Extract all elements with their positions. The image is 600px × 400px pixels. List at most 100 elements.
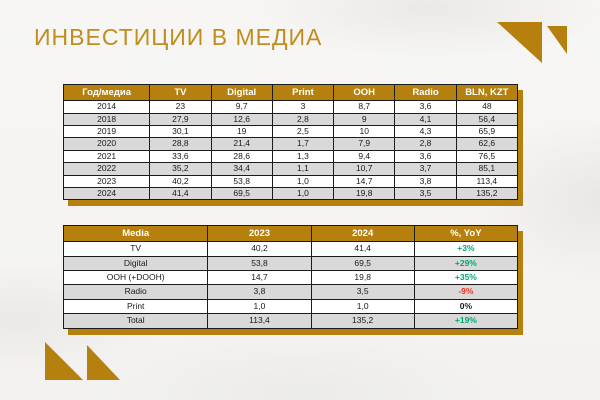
table-cell: 19,8 xyxy=(310,270,415,286)
logo-top-right-icon xyxy=(497,22,567,63)
yoy-change-cell: +29% xyxy=(413,255,519,272)
table-cell: 40,2 xyxy=(149,174,212,188)
column-header: %, YoY xyxy=(413,224,519,243)
table-row: 2018 27,9 12,6 2,8 9 4,1 56,4 xyxy=(62,112,519,127)
table-cell: 14,7 xyxy=(207,270,312,286)
table-cell: 62,6 xyxy=(455,137,519,151)
yoy-change-cell: +3% xyxy=(413,241,519,257)
table-row: 2024 41,4 69,5 1,0 19,8 3,5 135,2 xyxy=(62,186,519,201)
table-row: TV 40,2 41,4 +3% xyxy=(62,241,519,257)
table-cell: 56,4 xyxy=(455,112,519,127)
column-header: Digital xyxy=(210,83,273,102)
table-row: 2021 33,6 28,6 1,3 9,4 3,6 76,5 xyxy=(62,149,519,164)
table-cell: 2022 xyxy=(62,162,151,176)
table-cell: 12,6 xyxy=(210,112,273,127)
table-cell: 48 xyxy=(455,100,519,114)
column-header: Radio xyxy=(394,83,457,102)
table-row: 2020 28,8 21,4 1,7 7,9 2,8 62,6 xyxy=(62,137,519,151)
table-cell: 135,2 xyxy=(310,313,415,329)
table-cell: OOH (+DOOH) xyxy=(62,270,209,286)
column-header: Год/медиа xyxy=(62,83,151,102)
table-cell: 41,4 xyxy=(149,186,212,201)
yoy-change-cell: +19% xyxy=(413,313,519,329)
table-cell: 135,2 xyxy=(455,186,519,201)
table-cell: 113,4 xyxy=(207,313,312,329)
table-row: 2023 40,2 53,8 1,0 14,7 3,8 113,4 xyxy=(62,174,519,188)
table-row: Print 1,0 1,0 0% xyxy=(62,298,519,315)
table-cell: Digital xyxy=(62,255,209,272)
table-row: Digital 53,8 69,5 +29% xyxy=(62,255,519,272)
table-cell: 53,8 xyxy=(210,174,273,188)
logo-triangle-small xyxy=(547,26,567,54)
table-cell: Total xyxy=(62,313,209,329)
yoy-table-container: Media 2023 2024%, YoY TV 40,2 41,4 +3% Digital 5… xyxy=(62,224,519,329)
table-cell: 69,5 xyxy=(310,255,415,272)
table-cell: 3,8 xyxy=(207,284,312,300)
table-cell: 19,8 xyxy=(333,186,396,201)
table-cell: 3,5 xyxy=(394,186,457,201)
table-cell: 10,7 xyxy=(333,162,396,176)
table-row: Total 113,4 135,2 +19% xyxy=(62,313,519,329)
yoy-change-cell: +35% xyxy=(413,270,519,286)
table-cell: 10 xyxy=(333,125,396,139)
header-row: Media 2023 2024%, YoY xyxy=(62,224,519,243)
logo-triangle-small xyxy=(87,345,120,380)
logo-triangle-large xyxy=(497,22,542,63)
header-row: Год/медиа TV Digital Print OOH Radio BLN, KZT xyxy=(62,83,519,102)
column-header: TV xyxy=(149,83,212,102)
table-cell: 1,1 xyxy=(271,162,335,176)
table-cell: 65,9 xyxy=(455,125,519,139)
table-cell: 7,9 xyxy=(333,137,396,151)
table-cell: 35,2 xyxy=(149,162,212,176)
table-cell: 3,6 xyxy=(394,100,457,114)
table-cell: 14,7 xyxy=(333,174,396,188)
column-header: 2024 xyxy=(310,224,415,243)
table-cell: 2014 xyxy=(62,100,151,114)
table-cell: 4,1 xyxy=(394,112,457,127)
investments-by-year-table: Год/медиа TV Digital Print OOH Radio BLN, KZT 2… xyxy=(62,83,519,201)
table-cell: 53,8 xyxy=(207,255,312,272)
page-title: ИНВЕСТИЦИИ В МЕДИА xyxy=(34,24,323,50)
table-cell: 19 xyxy=(210,125,273,139)
table-cell: 34,4 xyxy=(210,162,273,176)
logo-bottom-left-icon xyxy=(45,342,120,380)
table-cell: 28,8 xyxy=(149,137,212,151)
table-cell: 1,7 xyxy=(271,137,335,151)
table-cell: 85,1 xyxy=(455,162,519,176)
table-cell: 2018 xyxy=(62,112,151,127)
table-cell: 2019 xyxy=(62,125,151,139)
table-cell: 3,6 xyxy=(394,149,457,164)
table-cell: 28,6 xyxy=(210,149,273,164)
table-cell: 3,5 xyxy=(310,284,415,300)
yoy-change-cell: 0% xyxy=(413,298,519,315)
column-header: 2023 xyxy=(207,224,312,243)
table-cell: 8,7 xyxy=(333,100,396,114)
column-header: Media xyxy=(62,224,209,243)
table-cell: 9,7 xyxy=(210,100,273,114)
table-cell: 3,8 xyxy=(394,174,457,188)
table-cell: 3,7 xyxy=(394,162,457,176)
table-cell: TV xyxy=(62,241,209,257)
table-row: 2014 23 9,7 3 8,7 3,6 48 xyxy=(62,100,519,114)
table-row: 2019 30,1 19 2,5 10 4,3 65,9 xyxy=(62,125,519,139)
table-cell: 2023 xyxy=(62,174,151,188)
column-header: BLN, KZT xyxy=(455,83,519,102)
table-row: Radio 3,8 3,5 -9% xyxy=(62,284,519,300)
table-cell: 1,0 xyxy=(207,298,312,315)
table-cell: 40,2 xyxy=(207,241,312,257)
table-cell: 1,0 xyxy=(271,174,335,188)
table-cell: 33,6 xyxy=(149,149,212,164)
table-cell: 41,4 xyxy=(310,241,415,257)
table-cell: 27,9 xyxy=(149,112,212,127)
yoy-comparison-table: Media 2023 2024%, YoY TV 40,2 41,4 +3% Digital 5… xyxy=(62,224,519,329)
table-cell: 23 xyxy=(149,100,212,114)
table-cell: Radio xyxy=(62,284,209,300)
table-cell: 2,8 xyxy=(271,112,335,127)
table-cell: 3 xyxy=(271,100,335,114)
table-cell: 2,8 xyxy=(394,137,457,151)
table-cell: 1,3 xyxy=(271,149,335,164)
table-cell: 113,4 xyxy=(455,174,519,188)
table-cell: 9,4 xyxy=(333,149,396,164)
table-cell: 2021 xyxy=(62,149,151,164)
table-cell: 30,1 xyxy=(149,125,212,139)
